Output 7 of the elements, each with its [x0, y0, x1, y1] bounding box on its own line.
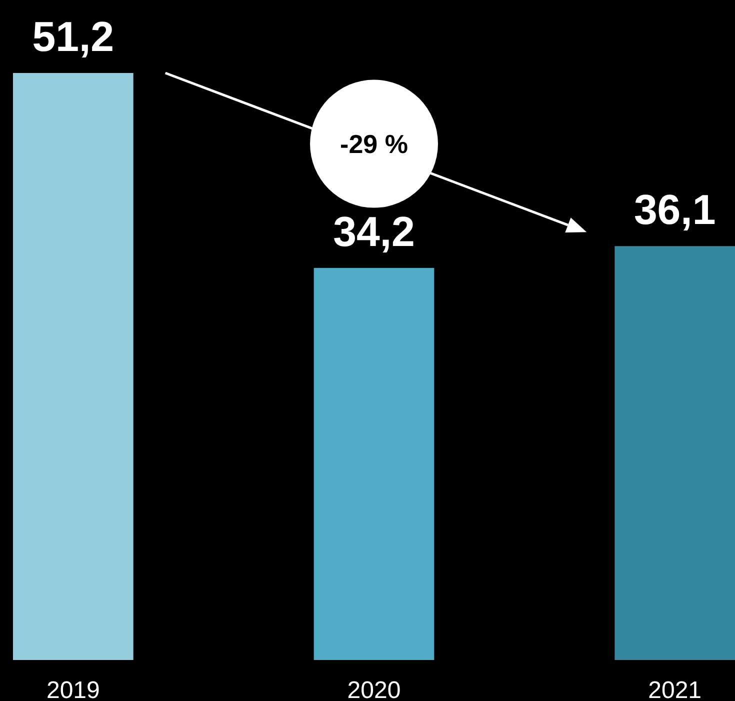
data-label: 36,1	[634, 186, 716, 234]
x-tick-label: 2020	[347, 677, 401, 701]
data-label: 34,2	[333, 208, 415, 255]
annotation: -29 %	[340, 128, 408, 159]
x-tick-label: 2021	[648, 677, 702, 701]
x-tick-label: 2019	[46, 677, 100, 701]
data-label: 51,2	[32, 13, 114, 60]
